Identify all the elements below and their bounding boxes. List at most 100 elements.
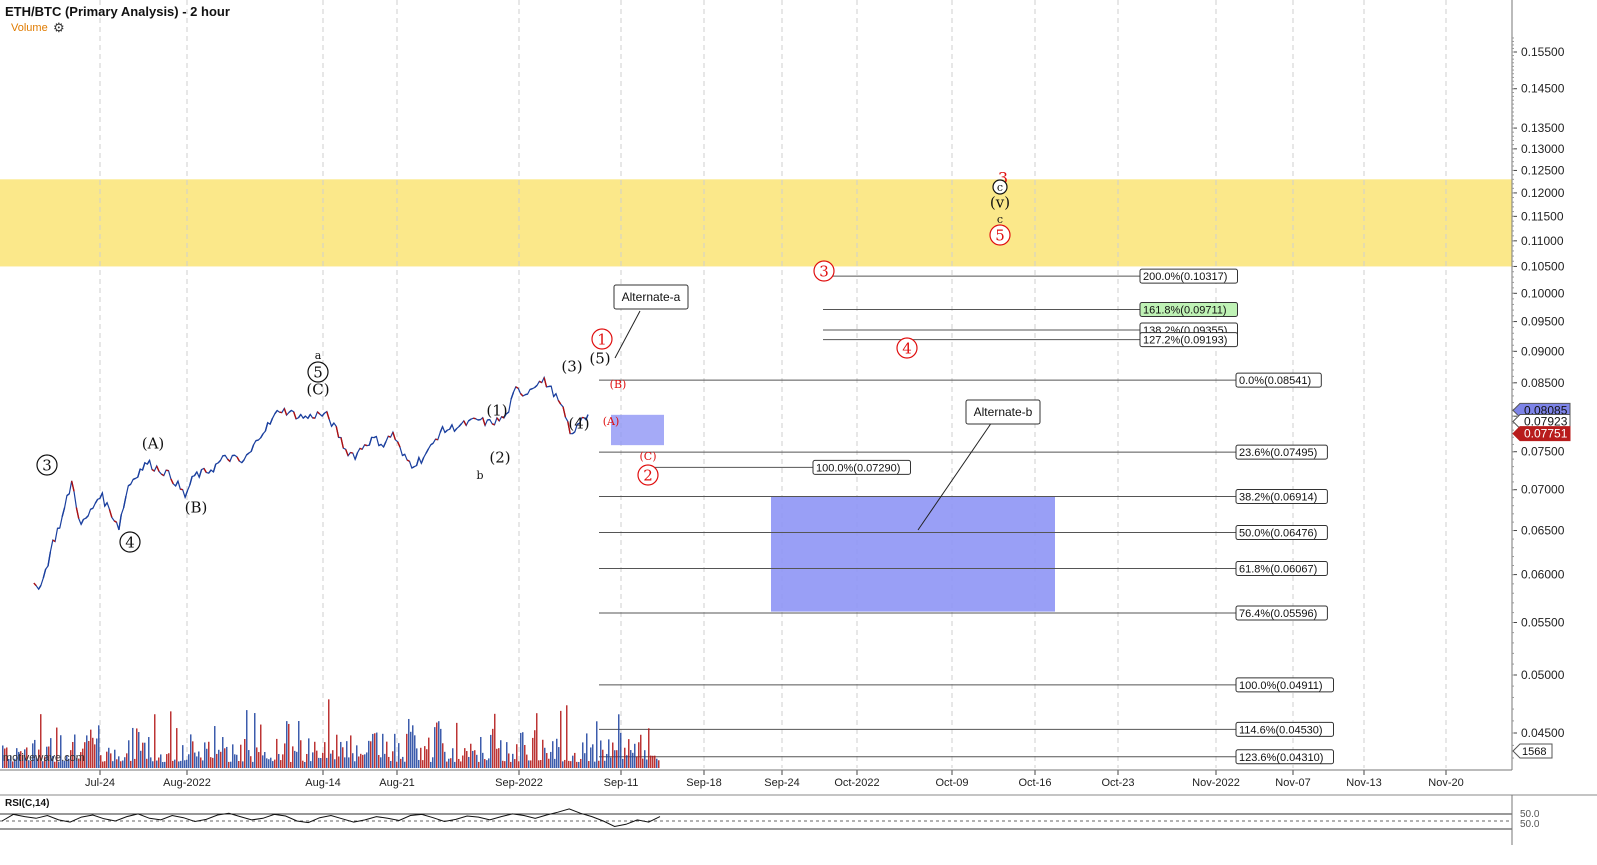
volume-bar [130,760,132,768]
price-bar [543,377,548,388]
volume-bar [580,758,582,768]
fib-label-box [1235,721,1334,737]
volume-bar [332,750,334,768]
volume-bar [460,761,462,768]
price-marker-label: 0.07751 [1524,427,1568,441]
volume-bar [602,749,604,768]
price-bar [458,423,462,427]
volume-bar [32,743,34,768]
price-bar [307,414,311,419]
volume-bar [532,737,534,768]
price-bar [491,423,495,426]
volume-bar [12,761,14,768]
volume-bar [540,760,542,768]
volume-bar [24,749,26,768]
price-bar [94,498,99,504]
wave-label-circle [36,454,58,476]
wave-label: c [997,213,1003,226]
volume-bar [214,726,216,768]
volume-bar [422,760,424,768]
volume-bar [308,738,310,768]
chart-title: ETH/BTC (Primary Analysis) - 2 hour [5,4,230,19]
y-tick-label: 0.12000 [1521,186,1565,200]
volume-bar [646,759,648,768]
volume-indicator-label[interactable]: Volume [11,22,48,34]
volume-bar [544,747,546,768]
volume-bar [132,727,134,768]
volume-bar [198,751,200,768]
volume-bar [284,743,286,768]
volume-bar [368,740,370,768]
price-bar [496,417,500,422]
volume-bar [650,755,652,768]
volume-bar [138,732,140,768]
volume-bar [126,753,128,768]
fib-label: 38.2%(0.06914) [1239,492,1317,504]
volume-bar [560,710,562,768]
price-bar [368,437,373,446]
volume-bar [628,739,630,768]
volume-bar [528,760,530,768]
y-tick-label: 0.11500 [1521,209,1564,223]
wave-label-circle [119,531,141,553]
volume-bar [148,737,150,768]
volume-bar [94,744,96,768]
volume-bar [288,723,290,768]
volume-bar [188,754,190,768]
price-bar [392,431,396,440]
volume-bar [518,761,520,768]
volume-bar [356,745,358,768]
x-tick-label: Oct-09 [935,777,968,789]
volume-bar [254,713,256,768]
volume-bar [502,760,504,768]
volume-bar [470,743,472,768]
volume-bar [436,722,438,768]
volume-bar [232,744,234,768]
wave-label: 4 [125,533,135,551]
volume-bar [588,761,590,768]
wave-label-circle [637,464,659,486]
volume-bar [192,741,194,768]
volume-bar [490,734,492,768]
volume-bar [182,745,184,768]
volume-bar [170,711,172,768]
price-bar [137,468,141,478]
volume-bar [428,737,430,768]
price-bar [227,458,231,462]
volume-bar [240,744,242,768]
volume-bar [26,747,28,768]
volume-bar [196,756,198,768]
volume-bar [354,761,356,768]
volume-bar [146,758,148,768]
price-bar [108,509,113,518]
price-bar [236,456,240,462]
volume-bar [492,728,494,768]
price-bar [557,399,562,405]
volume-bar [320,758,322,768]
price-bar [90,507,94,510]
volume-bar [570,761,572,768]
gear-icon[interactable]: ⚙ [53,20,65,35]
price-bar [85,515,89,519]
volume-bar [276,738,278,768]
volume-bar [392,751,394,768]
volume-bar [400,758,402,768]
volume-bar [204,742,206,768]
volume-bar [226,746,228,768]
wave-label-circle [813,260,835,282]
volume-bar [10,755,12,768]
volume-bar [612,742,614,768]
volume-bar [538,760,540,768]
volume-bar [262,755,264,768]
volume-bar [508,753,510,768]
wave-label: 1 [597,330,607,348]
fib-label-box [1235,560,1328,576]
fib-label-box [1235,749,1334,765]
volume-bar [378,755,380,768]
fib-label-box [1235,605,1328,621]
wave-label: (4) [568,414,589,432]
volume-bar [434,727,436,768]
fib-label: 61.8%(0.06067) [1239,563,1317,575]
y-tick-label: 0.05000 [1521,668,1565,682]
